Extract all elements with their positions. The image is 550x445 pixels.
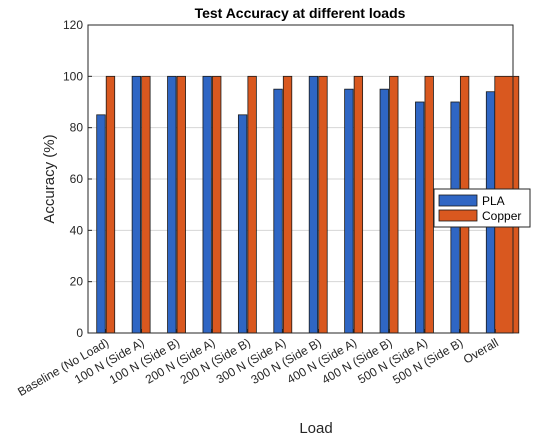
bar-copper xyxy=(247,75,257,334)
y-tick-label: 120 xyxy=(63,18,83,32)
x-tick-label: Overall xyxy=(461,335,501,366)
legend-label-copper: Copper xyxy=(482,209,521,223)
bar-pla xyxy=(237,114,248,334)
y-tick-label: 20 xyxy=(70,275,84,289)
bar-pla xyxy=(96,114,106,334)
bar-pla xyxy=(167,75,177,334)
chart-title: Test Accuracy at different loads xyxy=(195,5,406,21)
y-tick-label: 40 xyxy=(70,223,84,237)
bar-copper xyxy=(389,75,399,334)
y-axis-label: Accuracy (%) xyxy=(41,134,58,223)
bar-pla xyxy=(273,88,283,334)
y-tick-label: 80 xyxy=(70,121,84,135)
bar-pla xyxy=(344,88,354,334)
plot-frame xyxy=(87,24,514,334)
y-axis-ticks: 0 20 40 60 80 100 120 xyxy=(63,18,92,340)
bar-pla xyxy=(131,75,142,334)
bar-copper xyxy=(424,75,434,334)
bar-copper xyxy=(105,75,116,334)
bar-copper xyxy=(176,75,186,334)
legend-swatch-copper xyxy=(438,209,478,222)
bar-pla xyxy=(415,101,425,334)
bar-pla xyxy=(308,75,319,334)
x-axis-ticks: Baseline (No Load)100 N (Side A)100 N (S… xyxy=(15,329,501,399)
bar-copper xyxy=(318,75,328,334)
grid-lines xyxy=(88,75,513,283)
y-tick-label: 60 xyxy=(70,172,84,186)
y-tick-label: 100 xyxy=(63,69,83,83)
bar-pla xyxy=(202,75,212,334)
x-axis-label: Load xyxy=(299,420,332,437)
bar-copper xyxy=(141,75,151,334)
bar-copper xyxy=(353,75,364,334)
legend-swatch-pla xyxy=(438,194,478,207)
bar-pla xyxy=(379,88,389,334)
bar-copper xyxy=(212,75,222,334)
bar-copper xyxy=(282,75,293,334)
y-tick-label: 0 xyxy=(76,326,83,340)
legend-label-pla: PLA xyxy=(482,194,505,208)
